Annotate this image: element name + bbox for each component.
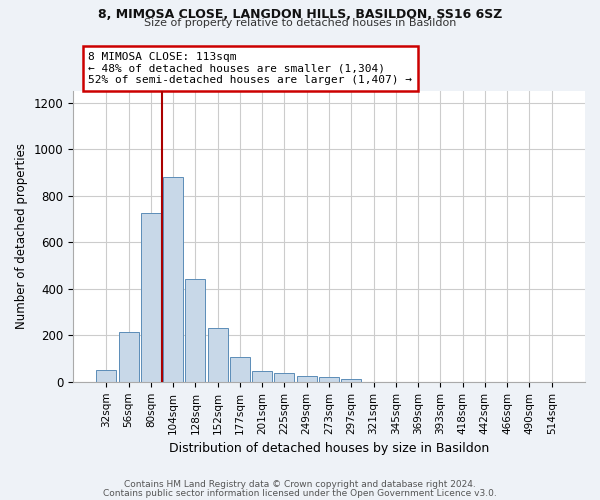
Bar: [341, 380, 361, 382]
Bar: [252, 371, 272, 382]
Bar: [96, 370, 116, 382]
Text: Size of property relative to detached houses in Basildon: Size of property relative to detached ho…: [144, 18, 456, 28]
Text: 8, MIMOSA CLOSE, LANGDON HILLS, BASILDON, SS16 6SZ: 8, MIMOSA CLOSE, LANGDON HILLS, BASILDON…: [98, 8, 502, 20]
Bar: [185, 280, 205, 382]
Bar: [297, 376, 317, 382]
Bar: [274, 373, 295, 382]
Text: Contains public sector information licensed under the Open Government Licence v3: Contains public sector information licen…: [103, 488, 497, 498]
X-axis label: Distribution of detached houses by size in Basildon: Distribution of detached houses by size …: [169, 442, 489, 455]
Bar: [163, 177, 183, 382]
Text: Contains HM Land Registry data © Crown copyright and database right 2024.: Contains HM Land Registry data © Crown c…: [124, 480, 476, 489]
Bar: [119, 332, 139, 382]
Bar: [141, 213, 161, 382]
Y-axis label: Number of detached properties: Number of detached properties: [15, 144, 28, 330]
Bar: [208, 328, 227, 382]
Text: 8 MIMOSA CLOSE: 113sqm
← 48% of detached houses are smaller (1,304)
52% of semi-: 8 MIMOSA CLOSE: 113sqm ← 48% of detached…: [88, 52, 412, 85]
Bar: [319, 377, 339, 382]
Bar: [230, 357, 250, 382]
